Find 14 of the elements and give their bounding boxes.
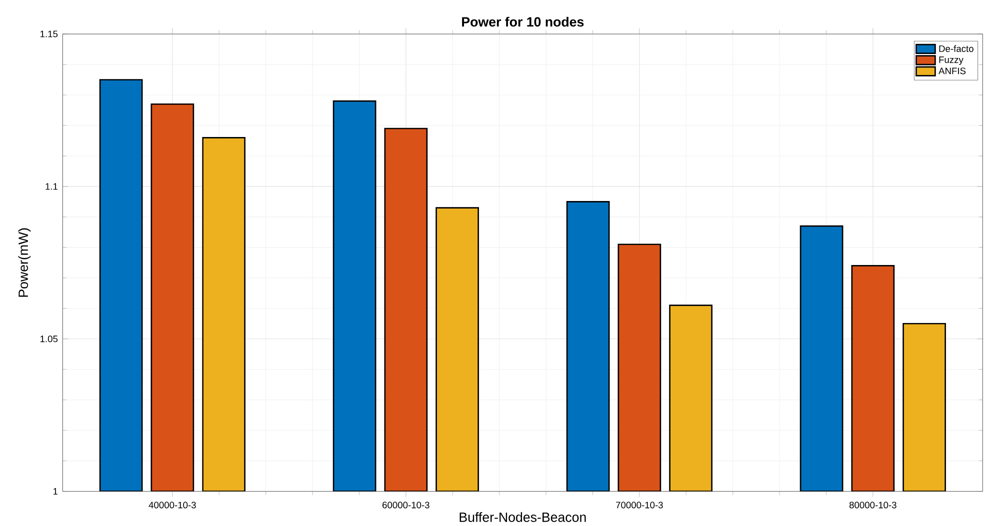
legend-label: Fuzzy	[939, 56, 964, 65]
legend-label: De-facto	[939, 45, 974, 52]
x-tick-label: 80000-10-3	[849, 502, 896, 508]
chart-title: Power for 10 nodes	[462, 16, 584, 27]
x-tick-label: 40000-10-3	[148, 502, 196, 508]
y-tick-label: 1.1	[46, 183, 58, 190]
legend-label: ANFIS	[938, 68, 966, 74]
y-tick-label: 1.05	[40, 336, 58, 342]
x-tick-label: 60000-10-3	[382, 502, 430, 508]
x-axis-title: Buffer-Nodes-Beacon	[460, 512, 586, 522]
y-tick-label: 1	[53, 488, 58, 495]
x-tick-label: 70000-10-3	[616, 502, 663, 508]
y-axis-title: Power(mW)	[18, 228, 31, 297]
y-tick-label: 1.15	[40, 30, 58, 38]
